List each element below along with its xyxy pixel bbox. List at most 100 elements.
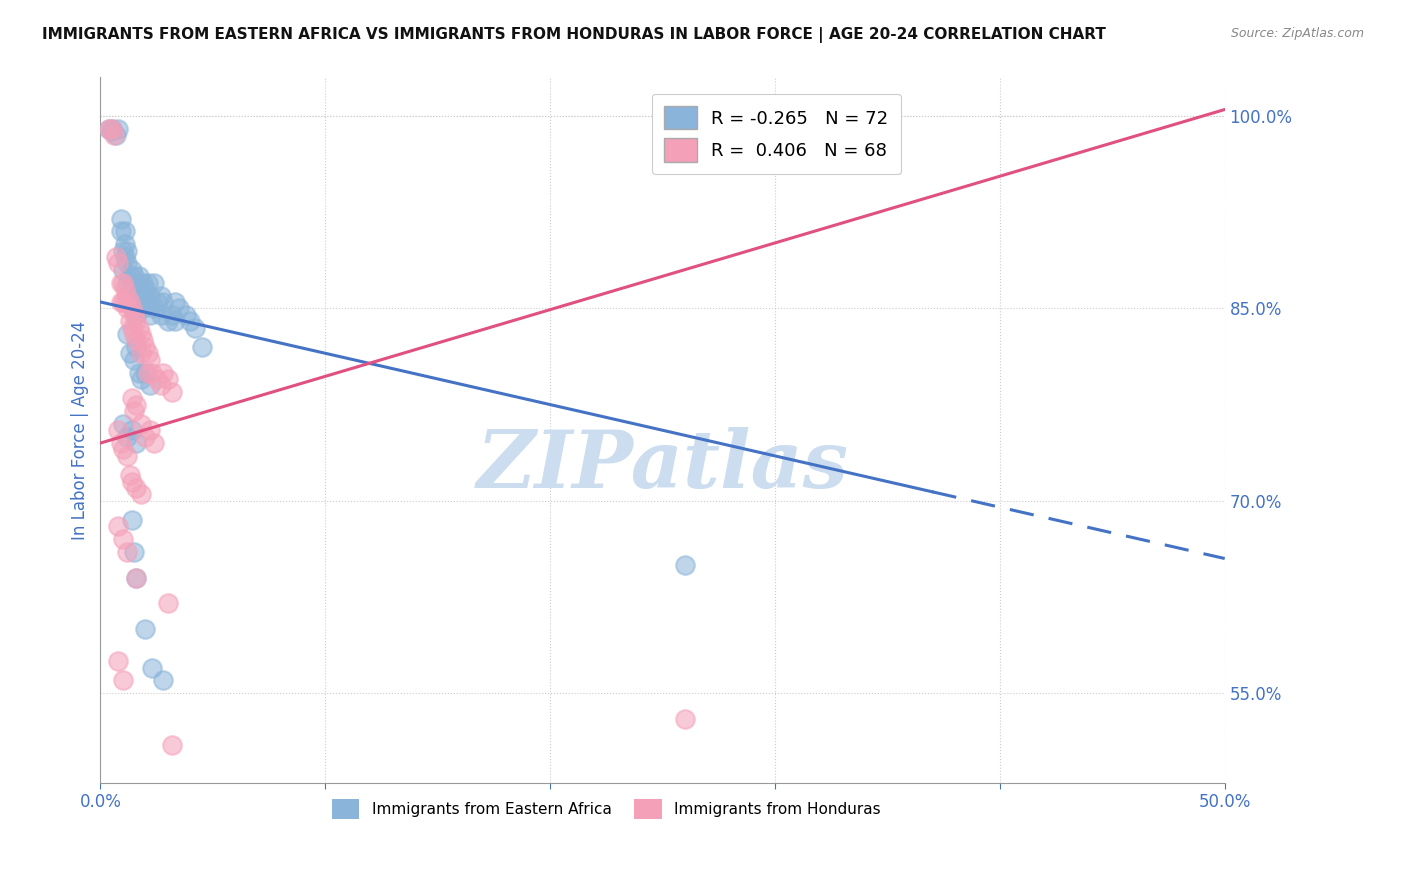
- Point: [107, 654, 129, 668]
- Point: [128, 269, 150, 284]
- Point: [118, 288, 141, 302]
- Point: [122, 326, 145, 341]
- Point: [100, 124, 122, 138]
- Point: [143, 436, 166, 450]
- Point: [156, 596, 179, 610]
- Point: [122, 352, 145, 367]
- Point: [110, 276, 132, 290]
- Point: [190, 340, 212, 354]
- Point: [125, 571, 148, 585]
- Point: [132, 301, 155, 316]
- Point: [167, 301, 190, 316]
- Point: [110, 436, 132, 450]
- Point: [110, 224, 132, 238]
- Point: [125, 276, 148, 290]
- Point: [125, 314, 148, 328]
- Point: [122, 308, 145, 322]
- Point: [156, 314, 179, 328]
- Point: [152, 295, 174, 310]
- Point: [162, 308, 184, 322]
- Point: [129, 346, 152, 360]
- Point: [117, 256, 139, 270]
- Point: [141, 366, 163, 380]
- Point: [111, 533, 134, 547]
- Point: [111, 263, 134, 277]
- Point: [184, 320, 207, 334]
- Point: [117, 244, 139, 258]
- Point: [118, 295, 141, 310]
- Point: [121, 475, 143, 489]
- Point: [125, 334, 148, 348]
- Point: [100, 121, 122, 136]
- Point: [139, 352, 162, 367]
- Point: [117, 545, 139, 559]
- Point: [129, 326, 152, 341]
- Point: [110, 295, 132, 310]
- Point: [139, 423, 162, 437]
- Point: [118, 346, 141, 360]
- Point: [111, 244, 134, 258]
- Point: [98, 121, 121, 136]
- Point: [152, 673, 174, 688]
- Point: [125, 295, 148, 310]
- Point: [162, 738, 184, 752]
- Point: [121, 423, 143, 437]
- Legend: Immigrants from Eastern Africa, Immigrants from Honduras: Immigrants from Eastern Africa, Immigran…: [326, 793, 887, 825]
- Point: [673, 712, 696, 726]
- Point: [162, 384, 184, 399]
- Point: [111, 673, 134, 688]
- Point: [128, 288, 150, 302]
- Y-axis label: In Labor Force | Age 20-24: In Labor Force | Age 20-24: [72, 320, 89, 540]
- Point: [145, 295, 167, 310]
- Point: [105, 250, 128, 264]
- Point: [152, 366, 174, 380]
- Point: [121, 263, 143, 277]
- Point: [139, 378, 162, 392]
- Text: IMMIGRANTS FROM EASTERN AFRICA VS IMMIGRANTS FROM HONDURAS IN LABOR FORCE | AGE : IMMIGRANTS FROM EASTERN AFRICA VS IMMIGR…: [42, 27, 1107, 43]
- Point: [121, 276, 143, 290]
- Point: [139, 288, 162, 302]
- Point: [117, 430, 139, 444]
- Point: [150, 378, 173, 392]
- Point: [150, 288, 173, 302]
- Point: [673, 558, 696, 572]
- Point: [122, 545, 145, 559]
- Point: [136, 366, 159, 380]
- Point: [136, 346, 159, 360]
- Point: [141, 660, 163, 674]
- Point: [129, 417, 152, 431]
- Point: [103, 128, 125, 143]
- Point: [129, 372, 152, 386]
- Point: [110, 211, 132, 226]
- Point: [125, 308, 148, 322]
- Point: [98, 121, 121, 136]
- Point: [117, 276, 139, 290]
- Point: [107, 256, 129, 270]
- Point: [118, 269, 141, 284]
- Point: [125, 571, 148, 585]
- Point: [114, 224, 136, 238]
- Point: [163, 295, 186, 310]
- Point: [121, 513, 143, 527]
- Point: [111, 276, 134, 290]
- Point: [117, 288, 139, 302]
- Point: [132, 334, 155, 348]
- Point: [201, 808, 224, 822]
- Point: [174, 308, 197, 322]
- Point: [134, 340, 156, 354]
- Point: [122, 404, 145, 418]
- Point: [114, 295, 136, 310]
- Point: [122, 301, 145, 316]
- Point: [117, 326, 139, 341]
- Point: [143, 276, 166, 290]
- Point: [129, 282, 152, 296]
- Point: [100, 121, 122, 136]
- Point: [114, 282, 136, 296]
- Point: [121, 288, 143, 302]
- Point: [134, 282, 156, 296]
- Point: [125, 340, 148, 354]
- Point: [163, 314, 186, 328]
- Point: [121, 391, 143, 405]
- Point: [114, 237, 136, 252]
- Point: [150, 308, 173, 322]
